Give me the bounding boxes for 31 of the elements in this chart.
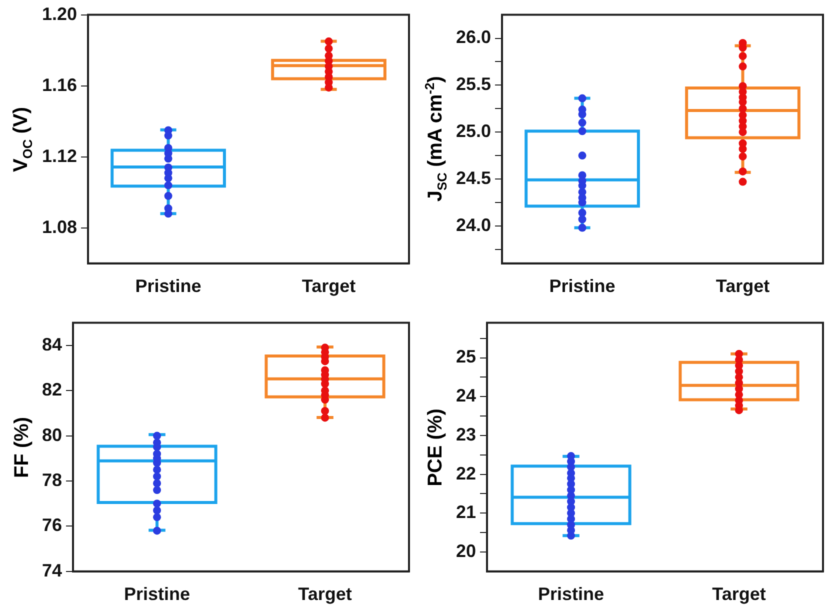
y-tick-label: 84	[42, 334, 62, 354]
y-tick-label: 74	[42, 560, 62, 580]
y-tick-label: 1.20	[42, 4, 78, 24]
y-tick-label: 24.5	[456, 168, 492, 188]
y-tick-label: 26.0	[456, 27, 492, 48]
y-tick-label: 25.0	[456, 121, 492, 142]
y-tick-label: 78	[42, 470, 62, 490]
y-axis-title: PCE (%)	[424, 408, 448, 486]
y-tick-label: 25.5	[456, 74, 492, 94]
x-tick-label: Pristine	[135, 276, 202, 296]
y-tick-label: 76	[42, 515, 62, 536]
y-tick-label: 21	[456, 502, 476, 522]
x-tick-label: Target	[302, 276, 356, 296]
y-tick-label: 20	[456, 540, 476, 561]
y-tick-label: 24	[456, 386, 476, 406]
x-tick-label: Pristine	[124, 584, 190, 604]
x-tick-label: Pristine	[549, 276, 616, 296]
y-tick-label: 80	[42, 424, 62, 445]
y-tick-label: 22	[456, 463, 476, 484]
x-tick-label: Target	[716, 276, 770, 296]
y-axis-title: FF (%)	[10, 416, 34, 478]
y-tick-label: 24.0	[456, 214, 492, 235]
y-tick-label: 25	[456, 346, 476, 367]
x-tick-label: Target	[298, 584, 352, 604]
x-tick-label: Target	[712, 584, 766, 604]
y-tick-label: 1.16	[42, 74, 78, 95]
y-tick-label: 1.12	[42, 146, 78, 166]
y-tick-label: 23	[456, 424, 476, 444]
y-tick-label: 1.08	[42, 216, 78, 237]
y-tick-label: 82	[42, 380, 62, 400]
x-tick-label: Pristine	[538, 584, 604, 604]
